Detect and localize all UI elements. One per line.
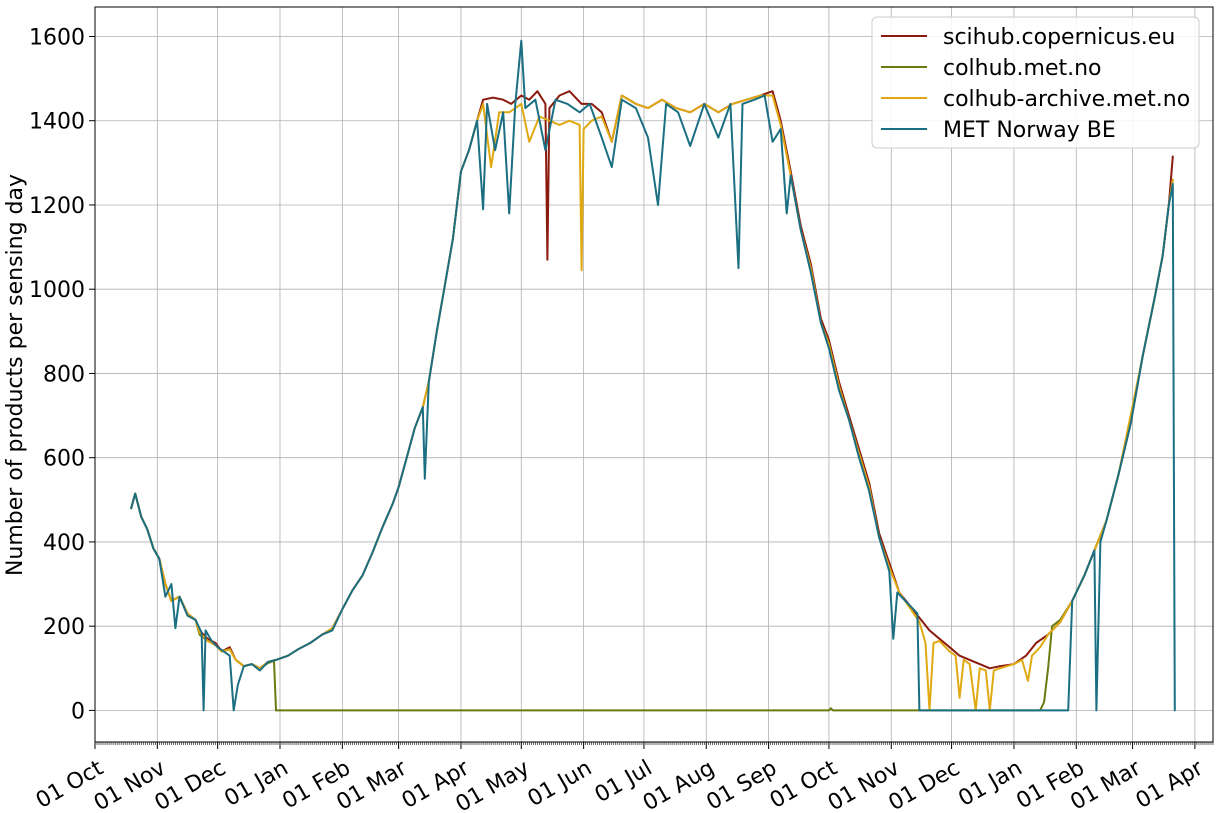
y-tick-label: 800: [43, 362, 85, 387]
legend-label: MET Norway BE: [943, 118, 1116, 143]
y-tick-label: 1200: [29, 194, 85, 219]
y-tick-label: 1600: [29, 25, 85, 50]
x-tick-label: 01 Jun: [524, 756, 597, 812]
series-line-2: [130, 178, 1174, 712]
legend-box: [871, 16, 1200, 149]
y-tick-label: 600: [43, 447, 85, 472]
x-tick-label: 01 Aug: [639, 756, 719, 813]
legend-label: colhub-archive.met.no: [943, 87, 1190, 112]
legend-label: colhub.met.no: [943, 56, 1102, 81]
y-axis: 0 200 400 600 800 1000 1200 1400 1600: [29, 25, 95, 724]
series-line-4: [130, 39, 1176, 712]
legend: scihub.copernicus.eu colhub.met.no colhub-…: [871, 16, 1200, 149]
x-tick-label: 01 Apr: [1132, 755, 1209, 813]
x-tick-label: 01 Jan: [954, 756, 1026, 812]
series-line-1: [130, 90, 1174, 670]
series-lines: [130, 39, 1176, 712]
y-tick-label: 1000: [29, 278, 85, 303]
x-tick-label: 01 Sep: [703, 756, 782, 813]
y-tick-label: 400: [43, 531, 85, 556]
y-axis-label: Number of products per sensing day: [3, 174, 28, 576]
legend-label: scihub.copernicus.eu: [943, 25, 1175, 50]
x-tick-label: 01 Dec: [151, 756, 231, 813]
y-tick-label: 0: [71, 699, 85, 724]
x-tick-label: 01 Jan: [220, 756, 292, 812]
series-line-3: [130, 94, 1174, 712]
x-tick-label: 01 Dec: [885, 756, 965, 813]
y-tick-label: 1400: [29, 110, 85, 135]
y-tick-label: 200: [43, 615, 85, 640]
